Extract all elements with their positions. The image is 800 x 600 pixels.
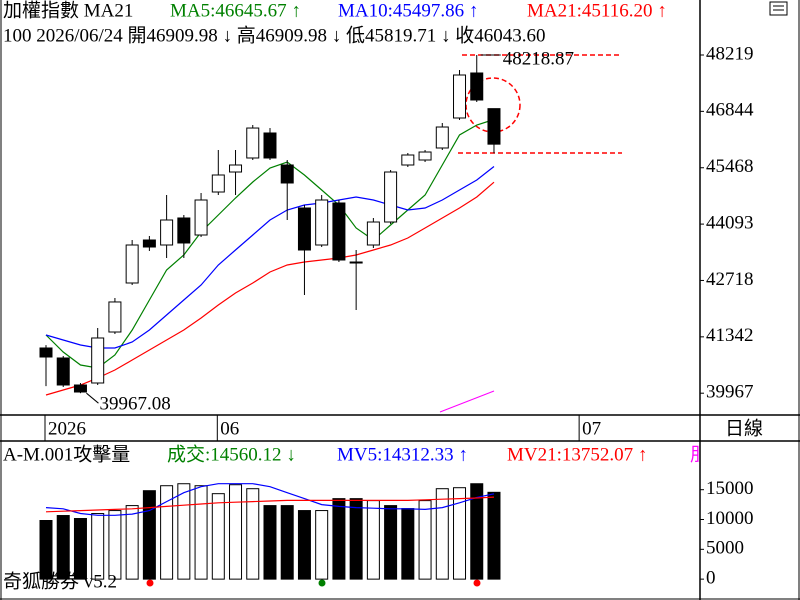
- volume-bar: [125, 505, 139, 580]
- candle-body: [384, 171, 398, 223]
- candle-body: [39, 347, 53, 358]
- candle-body: [349, 261, 363, 264]
- indicator-label: MA10:45497.86 ↑: [338, 0, 478, 21]
- volume-bar: [384, 505, 398, 580]
- volume-bar: [194, 485, 208, 580]
- candle-body: [73, 384, 87, 393]
- high-annotation: 48218.87: [503, 48, 574, 69]
- indicator-line: [45, 496, 495, 513]
- y-tick-label: 39967: [706, 382, 754, 403]
- y-tick-label: 48219: [706, 43, 754, 64]
- y-tick-label: 44093: [706, 212, 754, 233]
- x-tick-label: 2026: [48, 418, 86, 439]
- signal-dot: [318, 579, 326, 587]
- volume-bar: [349, 498, 363, 580]
- signal-dot: [146, 579, 154, 587]
- volume-bar: [73, 518, 87, 580]
- candle-body: [125, 244, 139, 284]
- volume-bar: [56, 515, 70, 580]
- candle-body: [246, 127, 260, 159]
- indicator-label: MA21:45116.20 ↑: [527, 0, 667, 21]
- volume-bar: [418, 500, 432, 580]
- y-tick-label: 46844: [706, 100, 754, 121]
- indicator-label: 成交:14560.12 ↓: [167, 443, 296, 465]
- volume-bar: [401, 508, 415, 580]
- candle-body: [315, 199, 329, 246]
- indicator-line: [45, 483, 495, 516]
- candle-body: [401, 154, 415, 166]
- volume-bar: [297, 510, 311, 580]
- indicator-label: MV21:13752.07 ↑: [507, 444, 647, 465]
- candle-body: [56, 357, 70, 386]
- volume-bar: [91, 513, 105, 580]
- footer: 奇狐勝券 v5.2: [3, 570, 117, 592]
- candle-body: [435, 126, 449, 149]
- candle-body: [332, 202, 346, 261]
- indicator-line: [45, 181, 495, 396]
- panel-title: 加權指數 MA21: [3, 0, 133, 21]
- panel-title: A-M.001攻擊量: [3, 443, 130, 465]
- candle-body: [297, 207, 311, 251]
- candle-body: [91, 337, 105, 384]
- y-tick-label: 0: [706, 567, 716, 588]
- volume-bar: [39, 520, 53, 580]
- volume-bar: [332, 498, 346, 580]
- signal-dot: [473, 579, 481, 587]
- volume-bar: [280, 505, 294, 580]
- candle-body: [142, 239, 156, 248]
- low-annotation: 39967.08: [99, 394, 170, 415]
- volume-bar: [470, 483, 484, 580]
- volume-bar: [487, 491, 501, 580]
- volume-bar: [366, 500, 380, 580]
- volume-bar: [263, 505, 277, 580]
- indicator-label: MV5:14312.33 ↑: [337, 444, 468, 465]
- x-tick-label: 07: [582, 418, 601, 439]
- candle-body: [177, 217, 191, 244]
- indicator-line: [45, 118, 495, 369]
- info-line: 100 2026/06/24 開46909.98 ↓ 高46909.98 ↓ 低…: [3, 24, 546, 46]
- candle-body: [263, 132, 277, 159]
- candle-body: [366, 221, 380, 246]
- volume-bar: [142, 490, 156, 580]
- volume-bar: [177, 483, 191, 580]
- candle-body: [280, 164, 294, 184]
- candle-body: [418, 151, 432, 161]
- window-button[interactable]: [769, 1, 788, 16]
- candle-body: [470, 72, 484, 101]
- indicator-line: [439, 390, 495, 413]
- candle-body: [487, 108, 501, 145]
- candle-body: [108, 301, 122, 333]
- volume-bar: [108, 510, 122, 580]
- candle-body: [211, 174, 225, 193]
- volume-bar: [160, 485, 174, 580]
- y-tick-label: 45468: [706, 156, 754, 177]
- x-tick-label: 06: [220, 418, 239, 439]
- volume-bar: [315, 510, 329, 580]
- annotation-leader: [86, 392, 99, 404]
- volume-bar: [435, 488, 449, 580]
- y-tick-label: 10000: [706, 508, 754, 529]
- y-tick-label: 15000: [706, 478, 754, 499]
- volume-bar: [246, 488, 260, 580]
- volume-bar: [211, 493, 225, 580]
- volume-bar: [229, 484, 243, 580]
- period-label[interactable]: 日線: [725, 417, 763, 439]
- volume-bar: [453, 487, 467, 580]
- indicator-label: 朋: [690, 444, 709, 465]
- y-tick-label: 5000: [706, 538, 744, 559]
- candle-body: [453, 74, 467, 119]
- y-tick-label: 41342: [706, 325, 754, 346]
- indicator-line: [45, 166, 495, 349]
- y-tick-label: 42718: [706, 269, 754, 290]
- candle-body: [194, 199, 208, 236]
- candle-body: [160, 219, 174, 246]
- indicator-label: MA5:46645.67 ↑: [170, 0, 301, 21]
- candle-body: [229, 164, 243, 173]
